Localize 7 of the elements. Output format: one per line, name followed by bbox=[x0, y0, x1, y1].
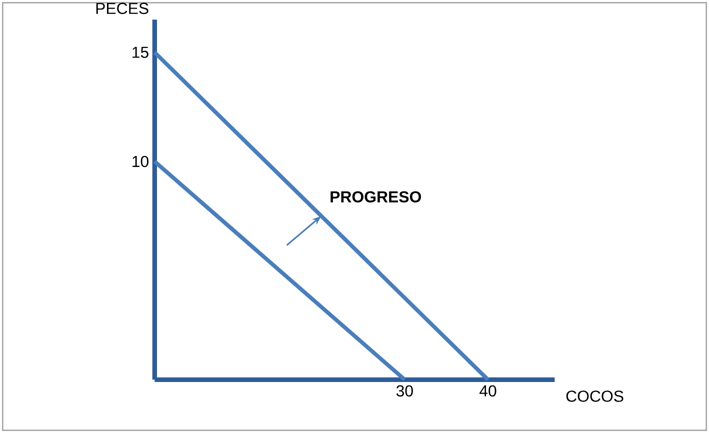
y-tick-label: 10 bbox=[132, 156, 148, 168]
x-axis-title: COCOS bbox=[566, 390, 624, 402]
annotation: PROGRESO bbox=[330, 191, 422, 202]
x-tick-label: 30 bbox=[396, 385, 413, 397]
y-tick-label: 15 bbox=[132, 46, 148, 58]
y-axis-title: PECES bbox=[96, 2, 148, 14]
x-tick-label: 40 bbox=[480, 385, 496, 397]
